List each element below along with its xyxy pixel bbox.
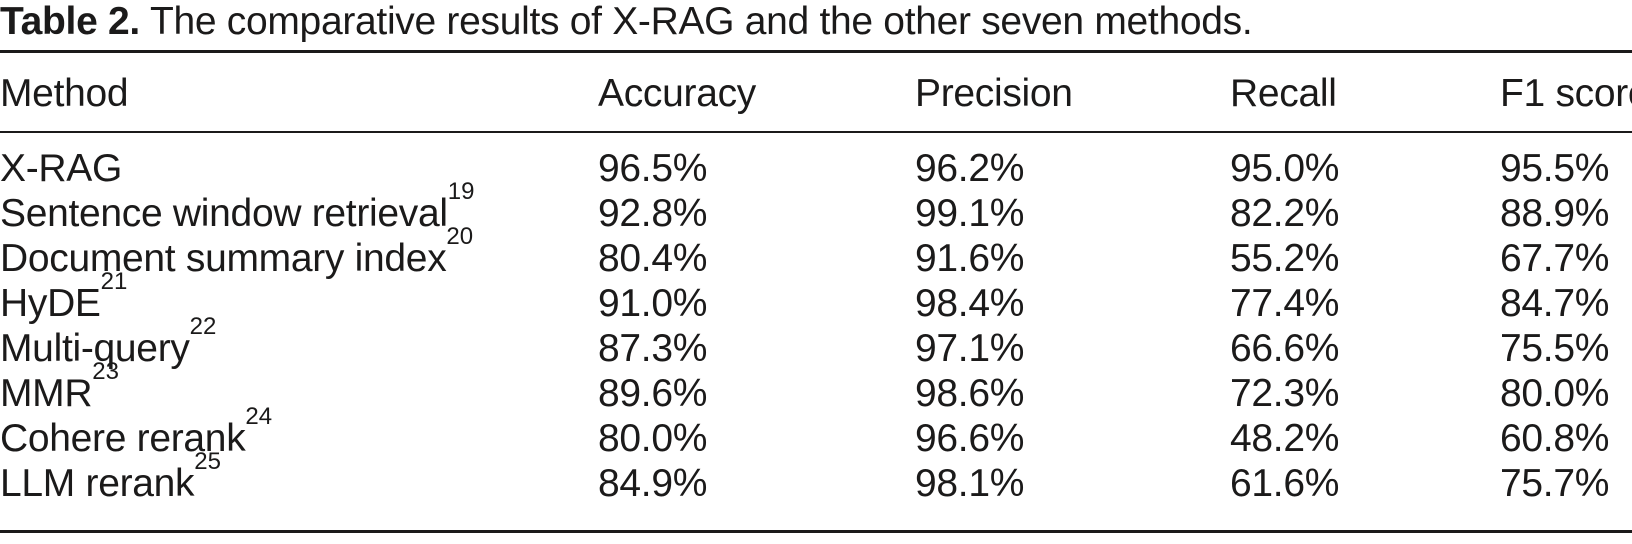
table-row: X-RAG 96.5% 96.2% 95.0% 95.5% <box>0 132 1632 191</box>
method-name: HyDE <box>0 282 101 325</box>
cell-precision: 96.6% <box>915 417 1025 460</box>
cell-precision: 98.4% <box>915 282 1025 325</box>
cell-recall: 95.0% <box>1230 147 1340 190</box>
reference-superscript: 19 <box>447 177 475 205</box>
cell-recall: 48.2% <box>1230 417 1340 460</box>
cell-precision: 98.6% <box>915 372 1025 415</box>
reference-superscript: 21 <box>100 267 128 295</box>
method-name: Document summary index <box>0 237 447 280</box>
header-row: Method Accuracy Precision Recall F1 scor… <box>0 51 1632 133</box>
results-table: Method Accuracy Precision Recall F1 scor… <box>0 50 1632 533</box>
cell-method: Sentence window retrieval19 <box>0 179 598 236</box>
table-row: MMR23 89.6% 98.6% 72.3% 80.0% <box>0 359 1632 416</box>
cell-precision: 97.1% <box>915 327 1025 370</box>
method-name: MMR <box>0 372 93 415</box>
cell-method: Multi-query22 <box>0 314 598 371</box>
table-row: HyDE21 91.0% 98.4% 77.4% 84.7% <box>0 269 1632 326</box>
cell-recall: 55.2% <box>1230 237 1340 280</box>
reference-superscript: 22 <box>189 312 217 340</box>
cell-accuracy: 92.8% <box>598 192 708 235</box>
method-name: LLM rerank <box>0 462 195 505</box>
cell-precision: 99.1% <box>915 192 1025 235</box>
cell-accuracy: 80.4% <box>598 237 708 280</box>
cell-method: MMR23 <box>0 359 598 416</box>
reference-superscript: 24 <box>245 402 273 430</box>
table-row: Cohere rerank24 80.0% 96.6% 48.2% 60.8% <box>0 404 1632 461</box>
table-caption: Table 2. The comparative results of X-RAG… <box>0 0 1632 50</box>
cell-accuracy: 96.5% <box>598 147 708 190</box>
column-header-method: Method <box>0 51 598 133</box>
cell-accuracy: 84.9% <box>598 462 708 505</box>
table-row: Sentence window retrieval19 92.8% 99.1% … <box>0 179 1632 236</box>
cell-f1-score: 60.8% <box>1500 417 1610 460</box>
column-header-recall: Recall <box>1230 51 1500 133</box>
cell-f1-score: 80.0% <box>1500 372 1610 415</box>
cell-accuracy: 80.0% <box>598 417 708 460</box>
table-body: X-RAG 96.5% 96.2% 95.0% 95.5% Sentence w… <box>0 132 1632 532</box>
cell-method: LLM rerank25 <box>0 449 598 532</box>
cell-recall: 82.2% <box>1230 192 1340 235</box>
cell-recall: 72.3% <box>1230 372 1340 415</box>
cell-recall: 61.6% <box>1230 462 1340 505</box>
cell-f1-score: 67.7% <box>1500 237 1610 280</box>
cell-f1-score: 84.7% <box>1500 282 1610 325</box>
cell-f1-score: 75.5% <box>1500 327 1610 370</box>
reference-superscript: 25 <box>194 447 221 475</box>
column-header-f1-score: F1 score <box>1500 51 1632 133</box>
column-header-accuracy: Accuracy <box>598 51 915 133</box>
cell-accuracy: 91.0% <box>598 282 708 325</box>
cell-f1-score: 75.7% <box>1500 462 1610 505</box>
reference-superscript: 23 <box>92 357 119 385</box>
method-name: Sentence window retrieval <box>0 192 448 235</box>
method-name: Multi-query <box>0 327 190 370</box>
cell-recall: 66.6% <box>1230 327 1340 370</box>
table-row: LLM rerank25 84.9% 98.1% 61.6% 75.7% <box>0 449 1632 532</box>
cell-precision: 91.6% <box>915 237 1025 280</box>
table-row: Multi-query22 87.3% 97.1% 66.6% 75.5% <box>0 314 1632 371</box>
table-header: Method Accuracy Precision Recall F1 scor… <box>0 51 1632 133</box>
cell-f1-score: 88.9% <box>1500 192 1610 235</box>
cell-precision: 96.2% <box>915 147 1025 190</box>
cell-precision: 98.1% <box>915 462 1025 505</box>
cell-method: Document summary index20 <box>0 224 598 281</box>
table-row: Document summary index20 80.4% 91.6% 55.… <box>0 224 1632 281</box>
method-name: X-RAG <box>0 147 123 190</box>
table-caption-label: Table 2. <box>0 0 140 43</box>
cell-f1-score: 95.5% <box>1500 147 1610 190</box>
table-caption-text: The comparative results of X-RAG and the… <box>149 0 1253 43</box>
reference-superscript: 20 <box>446 222 474 250</box>
cell-method: HyDE21 <box>0 269 598 326</box>
cell-accuracy: 89.6% <box>598 372 708 415</box>
method-name: Cohere rerank <box>0 417 246 460</box>
cell-method: Cohere rerank24 <box>0 404 598 461</box>
cell-recall: 77.4% <box>1230 282 1340 325</box>
column-header-precision: Precision <box>915 51 1230 133</box>
cell-method: X-RAG <box>0 132 598 191</box>
cell-accuracy: 87.3% <box>598 327 708 370</box>
